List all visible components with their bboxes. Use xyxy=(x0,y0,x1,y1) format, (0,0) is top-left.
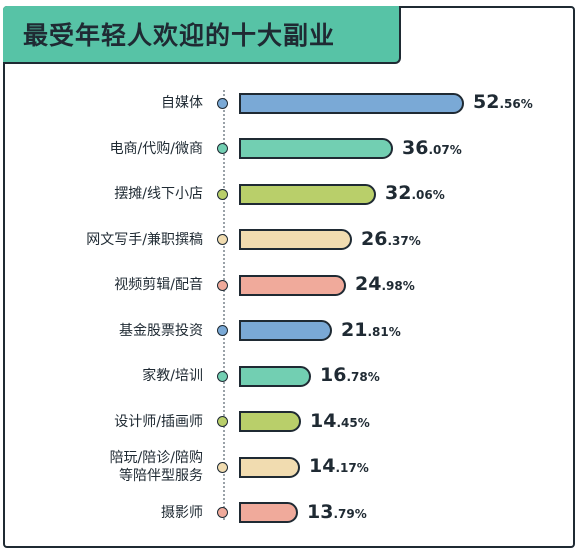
category-label: 摄影师 xyxy=(161,504,203,522)
value-label-integer: 21 xyxy=(341,318,368,341)
bar xyxy=(239,320,332,341)
title-banner: 最受年轻人欢迎的十大副业 xyxy=(3,6,401,64)
value-label-integer: 36 xyxy=(402,136,429,159)
value-label: 14.45% xyxy=(310,410,370,432)
category-dot xyxy=(217,188,228,200)
value-label-decimal: .98% xyxy=(381,279,415,293)
value-label-integer: 26 xyxy=(361,227,388,250)
bar xyxy=(239,456,300,478)
category-label-line: 视频剪辑/配音 xyxy=(114,277,203,293)
value-label-integer: 13 xyxy=(307,500,334,523)
category-label-line: 陪玩/陪诊/陪购 xyxy=(109,450,203,466)
value-label-integer: 16 xyxy=(320,364,347,386)
bar xyxy=(239,411,301,432)
value-label-decimal: .06% xyxy=(411,188,445,202)
category-label-line: 摄影师 xyxy=(161,504,203,521)
category-label-line: 设计师/插画师 xyxy=(114,413,203,430)
category-dot xyxy=(217,143,228,154)
category-dot xyxy=(217,325,228,336)
value-label-decimal: .56% xyxy=(499,97,533,111)
value-label: 26.37% xyxy=(361,228,421,250)
bar xyxy=(239,229,352,250)
value-label-integer: 14 xyxy=(310,409,337,432)
value-label-decimal: .17% xyxy=(335,461,369,475)
category-label: 摆摊/线下小店 xyxy=(114,185,203,203)
value-label: 16.78% xyxy=(320,364,380,386)
value-label-integer: 24 xyxy=(355,273,382,295)
value-label: 14.17% xyxy=(309,455,369,477)
value-label-decimal: .07% xyxy=(428,142,462,157)
category-dot xyxy=(217,97,228,109)
category-label: 网文写手/兼职撰稿 xyxy=(86,231,203,249)
value-label-integer: 32 xyxy=(385,182,412,204)
value-label-decimal: .78% xyxy=(346,370,380,384)
bar xyxy=(239,502,298,523)
bar xyxy=(239,365,311,387)
category-dot xyxy=(217,416,228,427)
category-dot xyxy=(217,234,228,245)
value-label-decimal: .81% xyxy=(367,324,401,339)
category-label: 视频剪辑/配音 xyxy=(114,276,203,294)
value-label: 13.79% xyxy=(307,501,367,523)
value-label: 36.07% xyxy=(402,137,462,159)
value-label: 52.56% xyxy=(473,91,533,113)
category-label-line: 家教/培训 xyxy=(142,368,203,384)
category-label: 设计师/插画师 xyxy=(114,413,203,431)
category-label-line: 自媒体 xyxy=(161,95,203,111)
category-label-line: 等陪伴型服务 xyxy=(119,468,203,484)
category-label: 家教/培训 xyxy=(142,367,203,385)
bar xyxy=(239,92,464,114)
category-label-line: 网文写手/兼职撰稿 xyxy=(86,231,203,248)
category-label-line: 摆摊/线下小店 xyxy=(114,186,203,202)
bar xyxy=(239,138,393,159)
chart-title: 最受年轻人欢迎的十大副业 xyxy=(23,21,336,50)
bar xyxy=(239,183,376,205)
value-label-integer: 52 xyxy=(473,91,500,113)
category-label: 基金股票投资 xyxy=(119,322,203,340)
category-dot xyxy=(217,507,228,518)
value-label: 21.81% xyxy=(341,319,401,341)
category-dot xyxy=(217,279,228,291)
value-label-decimal: .37% xyxy=(387,233,421,248)
category-label-line: 基金股票投资 xyxy=(119,322,203,339)
value-label: 32.06% xyxy=(385,182,445,204)
category-dot xyxy=(217,370,228,382)
value-label: 24.98% xyxy=(355,273,415,295)
value-label-integer: 14 xyxy=(309,455,336,477)
value-label-decimal: .45% xyxy=(336,415,370,430)
axis-dotted-line xyxy=(223,90,225,520)
category-label: 电商/代购/微商 xyxy=(110,140,203,158)
category-label: 陪玩/陪诊/陪购等陪伴型服务 xyxy=(110,449,203,485)
category-dot xyxy=(217,461,228,473)
category-label-line: 电商/代购/微商 xyxy=(109,140,203,157)
category-label: 自媒体 xyxy=(161,94,203,112)
bar xyxy=(239,274,346,296)
value-label-decimal: .79% xyxy=(333,506,367,521)
